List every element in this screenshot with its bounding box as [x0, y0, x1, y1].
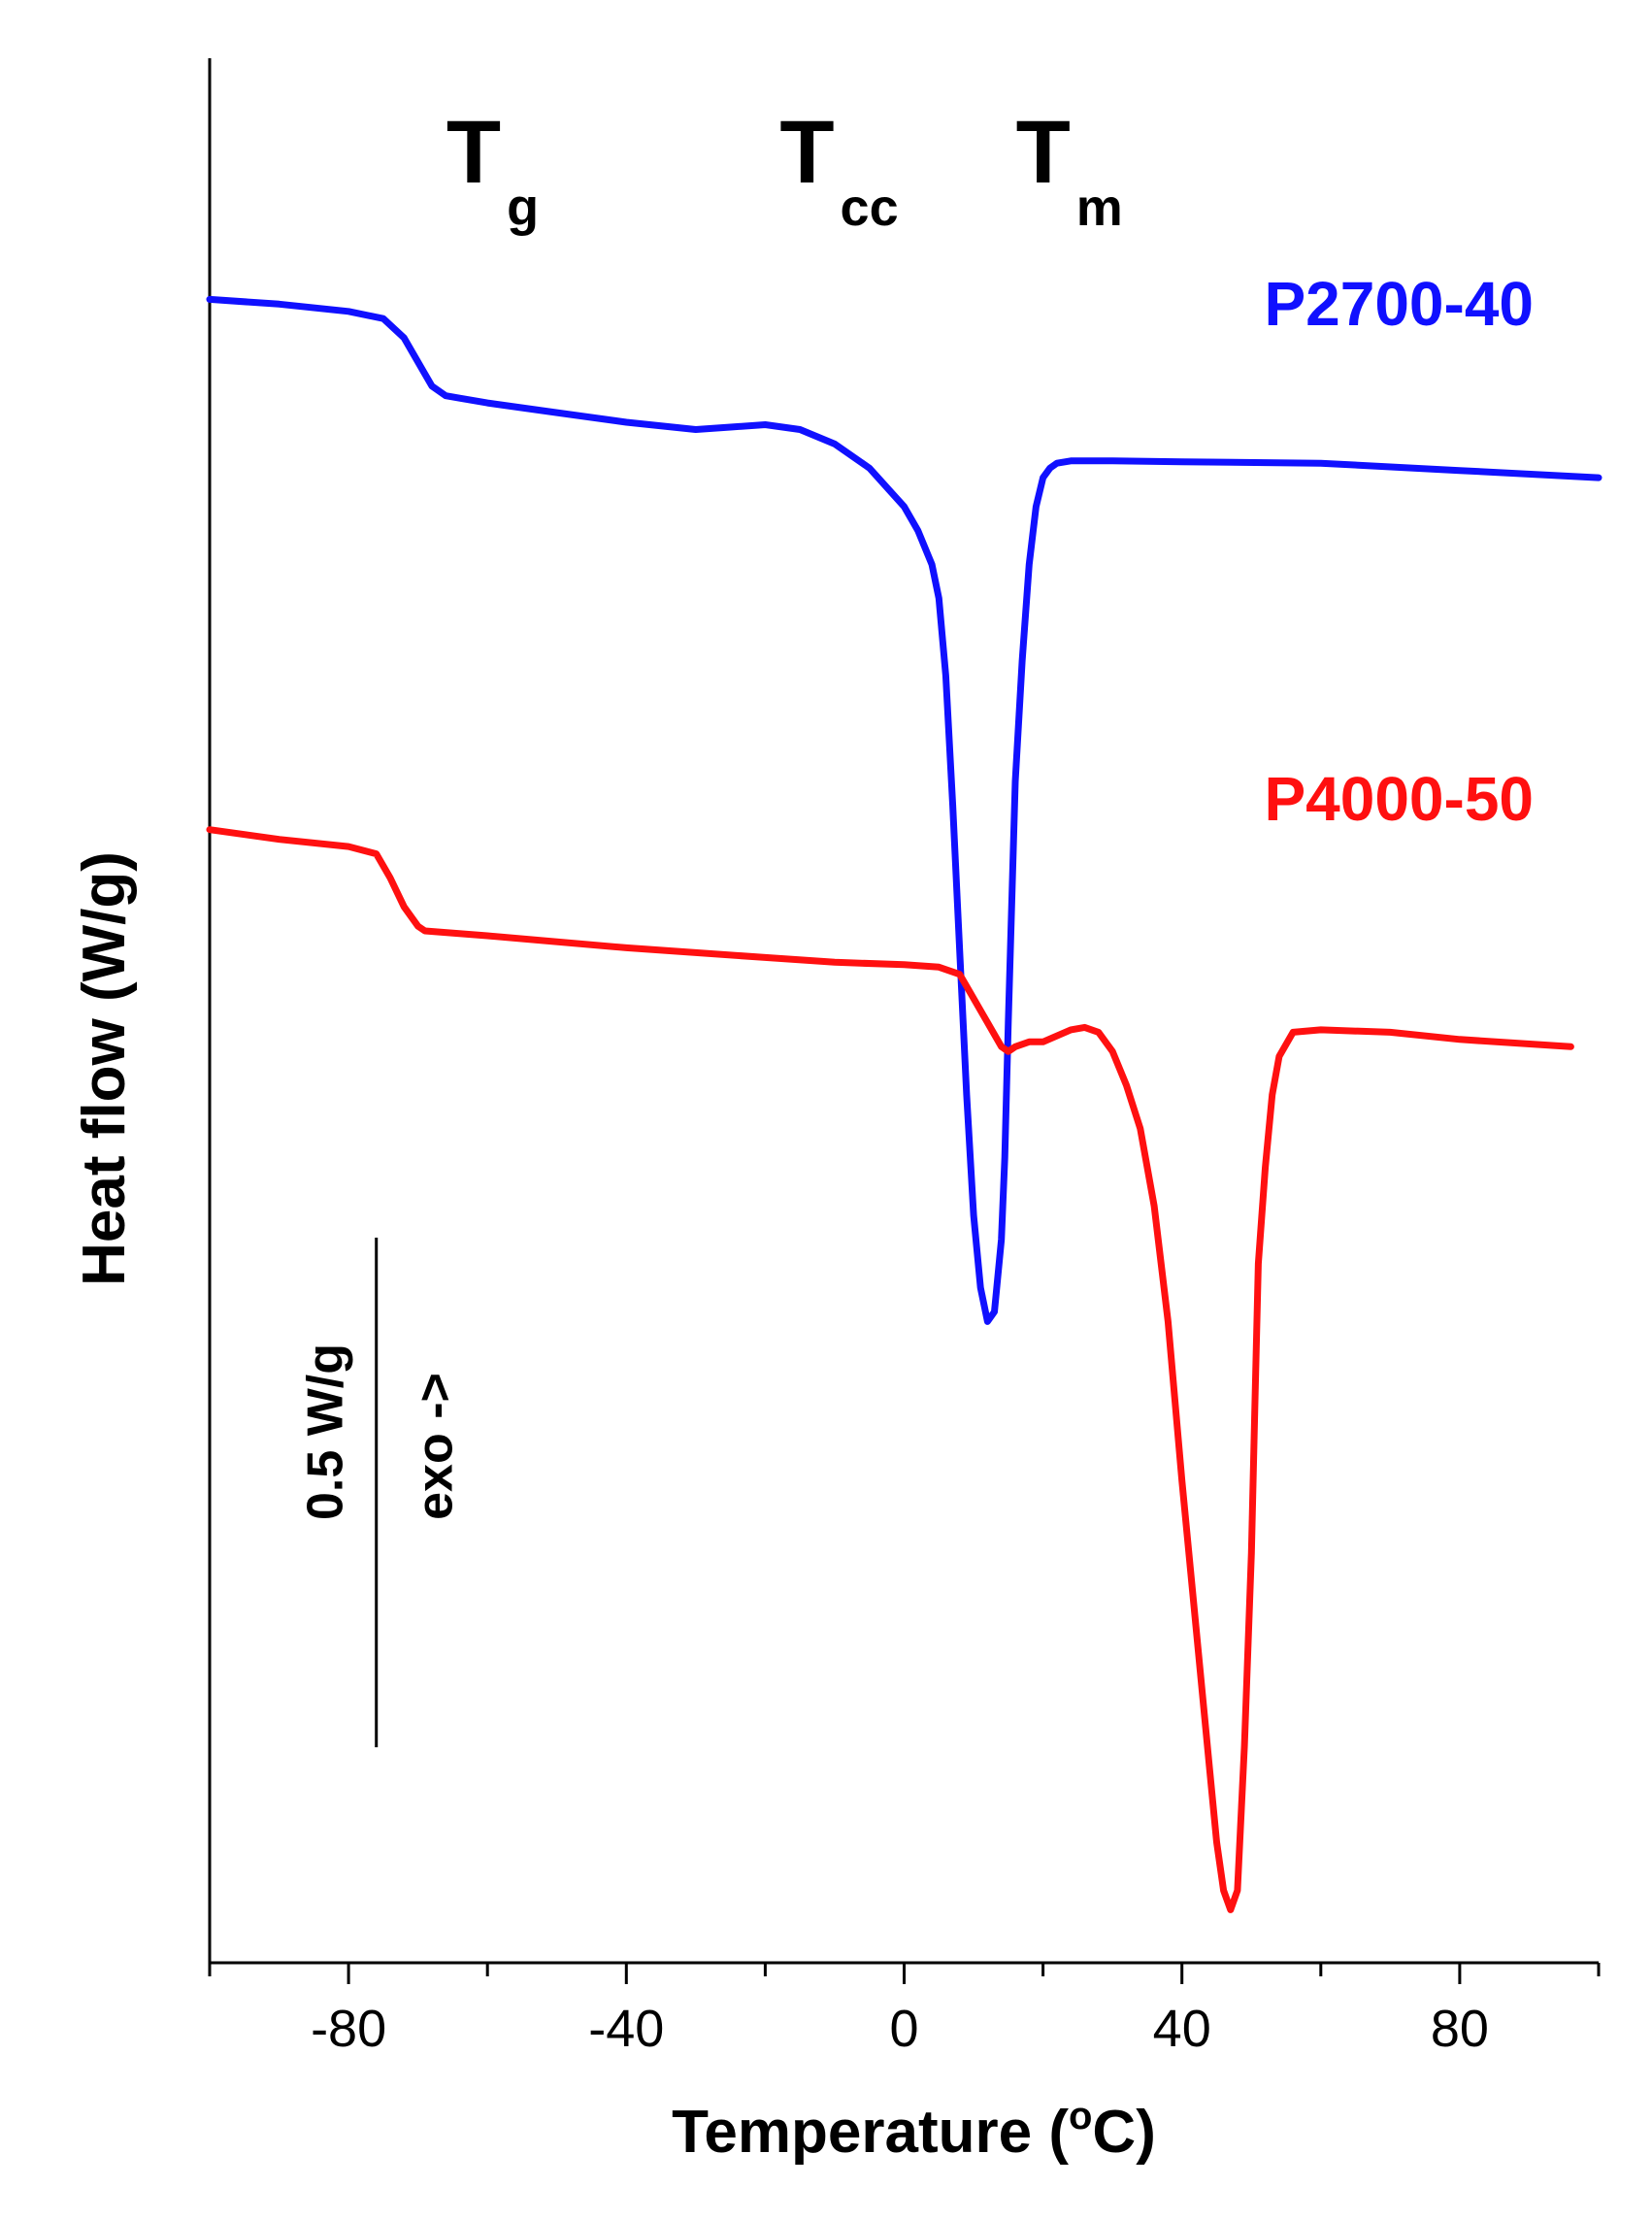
annotation-subscript: m: [1076, 179, 1123, 237]
x-tick-label: 0: [889, 2000, 918, 2058]
scale-bar: 0.5 W/g exo ->: [298, 1238, 464, 1747]
annotation-tm: Tm: [1016, 103, 1123, 237]
y-axis-title: Heat flow (W/g): [71, 851, 138, 1286]
annotation-main: T: [446, 103, 501, 202]
annotation-main: T: [1016, 103, 1071, 202]
x-ticks: -80 -40 0 40 80: [208, 1963, 1601, 2058]
x-tick-label: -40: [588, 2000, 664, 2058]
annotation-main: T: [779, 103, 834, 202]
series-label-p2700-40: P2700-40: [1264, 269, 1534, 339]
annotation-tg: Tg: [446, 103, 539, 237]
series-line-p2700-40: [206, 295, 1602, 1325]
x-tick-label: -80: [311, 2000, 386, 2058]
annotation-subscript: g: [507, 179, 539, 237]
x-axis-title-pre: Temperature (: [672, 2099, 1069, 2166]
x-axis-title-degree: o: [1069, 2095, 1092, 2137]
series-line-p4000-50: [206, 826, 1574, 1913]
annotation-tcc: Tcc: [779, 103, 898, 237]
series-label-p4000-50: P4000-50: [1264, 764, 1534, 834]
x-tick-label: 40: [1153, 2000, 1211, 2058]
series-layer: [206, 295, 1602, 1913]
exo-direction-label: exo ->: [408, 1373, 464, 1520]
series-labels: P2700-40 P4000-50: [1264, 269, 1534, 834]
scale-bar-label: 0.5 W/g: [298, 1343, 354, 1520]
annotation-subscript: cc: [841, 179, 899, 237]
x-tick-label: 80: [1431, 2000, 1489, 2058]
x-axis-title-post: C): [1092, 2099, 1155, 2166]
x-axis-title: Temperature (oC): [672, 2095, 1156, 2166]
